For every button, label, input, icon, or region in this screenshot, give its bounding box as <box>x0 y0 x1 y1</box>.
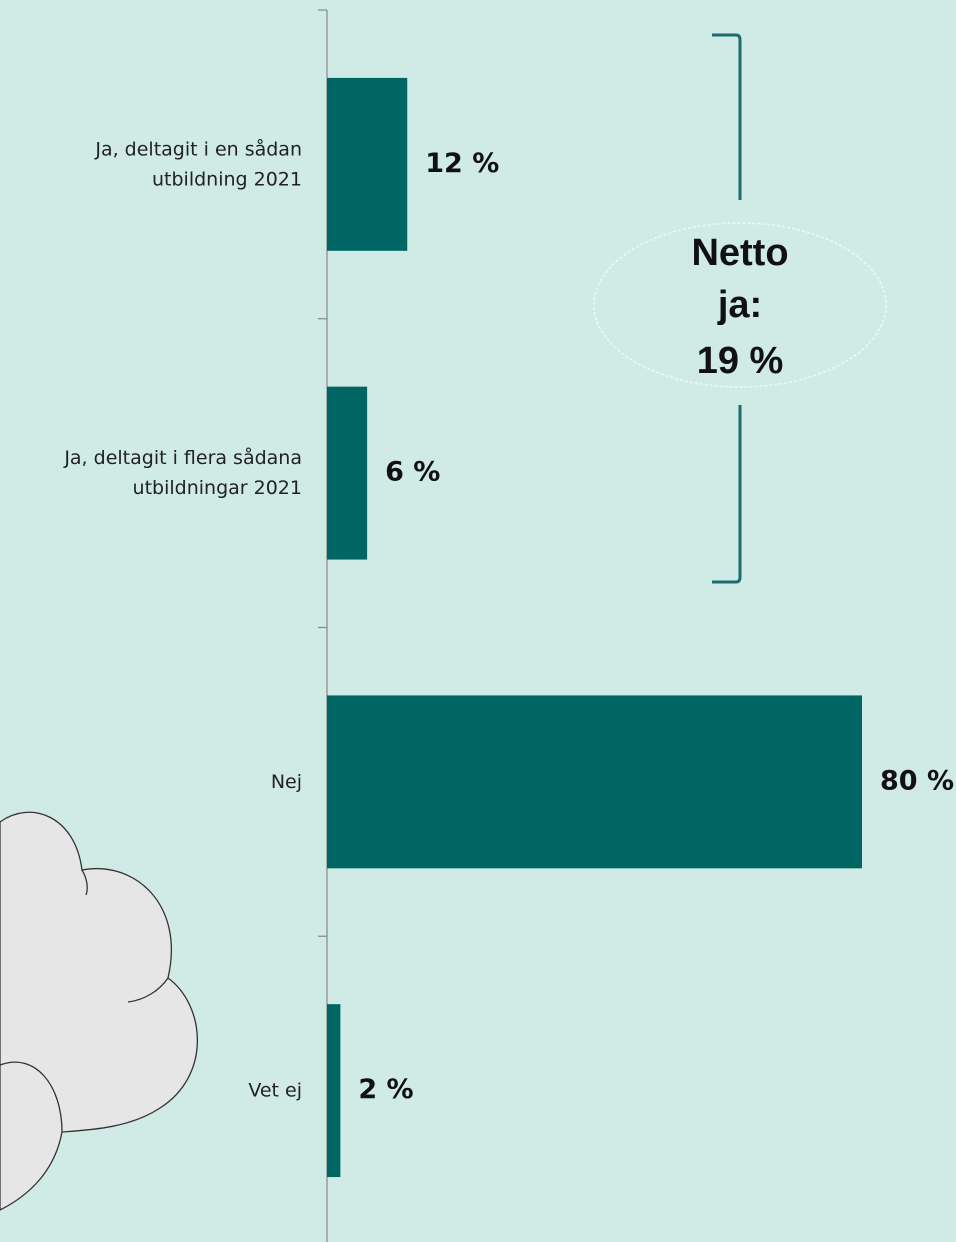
bar <box>327 1004 341 1178</box>
bar <box>327 695 862 869</box>
category-label: Ja, deltagit i en sådan utbildning 2021 <box>94 137 302 190</box>
annotation: ja: <box>717 284 762 326</box>
bracket <box>712 33 742 584</box>
category-label: Ja, deltagit i flera sådana utbildningar … <box>63 446 302 499</box>
annotation-bubble <box>593 222 887 388</box>
category-label: Nej <box>271 770 302 792</box>
annotation: 19 % <box>697 340 784 382</box>
value-label: 12 % <box>425 148 499 179</box>
category-label: Vet ej <box>248 1079 302 1101</box>
bar <box>327 77 408 251</box>
annotation: Netto <box>691 232 788 274</box>
bar <box>327 386 368 560</box>
value-label: 6 % <box>385 457 440 488</box>
cloud <box>0 811 199 1211</box>
value-label: 80 % <box>880 765 954 796</box>
value-label: 2 % <box>358 1074 413 1105</box>
